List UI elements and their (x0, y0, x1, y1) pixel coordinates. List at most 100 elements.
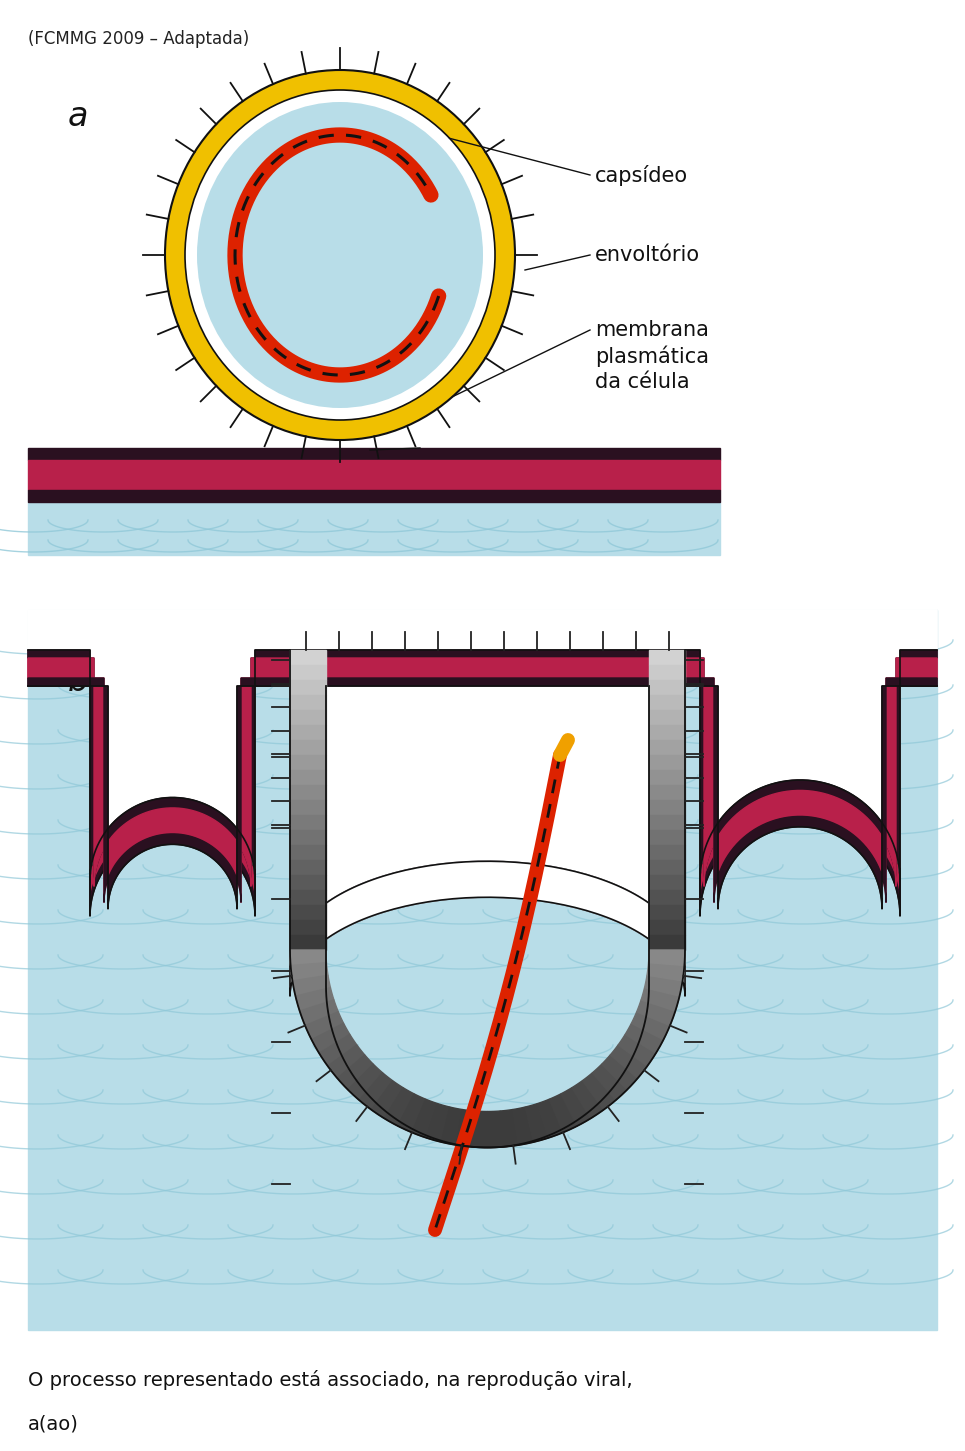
Polygon shape (619, 1035, 656, 1066)
Polygon shape (649, 710, 685, 726)
Text: (FCMMG 2009 – Adaptada): (FCMMG 2009 – Adaptada) (28, 30, 249, 48)
Polygon shape (649, 815, 685, 830)
Polygon shape (28, 657, 937, 988)
Polygon shape (290, 875, 326, 889)
Polygon shape (290, 815, 326, 830)
Polygon shape (583, 1072, 616, 1110)
Ellipse shape (197, 102, 483, 408)
Polygon shape (561, 1088, 591, 1126)
Polygon shape (28, 609, 937, 1331)
Polygon shape (338, 1055, 373, 1090)
Polygon shape (300, 1000, 339, 1026)
Polygon shape (649, 889, 685, 905)
Text: b: b (68, 665, 89, 698)
Polygon shape (649, 785, 685, 800)
Polygon shape (28, 502, 720, 554)
Polygon shape (28, 650, 937, 968)
Polygon shape (290, 905, 326, 920)
Polygon shape (538, 1100, 564, 1138)
Polygon shape (645, 975, 682, 995)
Polygon shape (472, 1111, 487, 1148)
Polygon shape (290, 681, 326, 695)
Polygon shape (290, 650, 685, 995)
Polygon shape (290, 695, 326, 710)
Polygon shape (290, 770, 326, 785)
Polygon shape (328, 1045, 365, 1078)
Polygon shape (290, 726, 326, 740)
Text: a: a (68, 100, 89, 133)
Text: a(ao): a(ao) (28, 1415, 79, 1434)
Polygon shape (649, 875, 685, 889)
Polygon shape (290, 755, 326, 770)
Polygon shape (593, 1064, 627, 1100)
Polygon shape (28, 650, 937, 887)
Polygon shape (572, 1081, 603, 1119)
Polygon shape (649, 830, 685, 844)
Polygon shape (649, 726, 685, 740)
Polygon shape (649, 755, 685, 770)
Polygon shape (641, 988, 679, 1011)
Polygon shape (649, 934, 685, 950)
Polygon shape (290, 934, 326, 950)
Polygon shape (649, 770, 685, 785)
Polygon shape (290, 962, 328, 981)
Polygon shape (319, 1035, 357, 1066)
Polygon shape (290, 830, 326, 844)
Polygon shape (28, 460, 720, 490)
Polygon shape (549, 1094, 577, 1132)
Polygon shape (359, 1072, 393, 1110)
Text: capsídeo: capsídeo (595, 164, 688, 186)
Polygon shape (648, 950, 685, 965)
Polygon shape (649, 844, 685, 860)
Polygon shape (647, 962, 684, 981)
Ellipse shape (185, 90, 495, 419)
Polygon shape (28, 678, 937, 908)
Polygon shape (500, 1110, 518, 1146)
Text: membrana
plasmática
da célula: membrana plasmática da célula (595, 321, 709, 392)
Polygon shape (290, 740, 326, 755)
Polygon shape (290, 844, 326, 860)
Polygon shape (28, 65, 720, 554)
Ellipse shape (165, 70, 515, 440)
Polygon shape (649, 740, 685, 755)
Polygon shape (290, 889, 326, 905)
Polygon shape (28, 448, 720, 460)
Polygon shape (290, 800, 326, 815)
Polygon shape (290, 920, 326, 934)
Polygon shape (649, 681, 685, 695)
Polygon shape (441, 1107, 462, 1145)
Polygon shape (610, 1045, 648, 1078)
Polygon shape (312, 1023, 349, 1053)
Polygon shape (290, 860, 326, 875)
Polygon shape (602, 1055, 638, 1090)
Polygon shape (290, 710, 326, 726)
Polygon shape (290, 950, 326, 965)
Polygon shape (649, 860, 685, 875)
Polygon shape (525, 1104, 548, 1142)
Polygon shape (512, 1107, 534, 1145)
Polygon shape (28, 609, 937, 879)
Polygon shape (290, 665, 326, 681)
Polygon shape (28, 490, 720, 502)
Polygon shape (427, 1104, 450, 1142)
Polygon shape (456, 1110, 475, 1146)
Polygon shape (290, 650, 685, 1148)
Polygon shape (649, 650, 685, 665)
Polygon shape (28, 678, 937, 995)
Polygon shape (649, 665, 685, 681)
Polygon shape (637, 1000, 675, 1026)
Polygon shape (347, 1064, 382, 1100)
Text: envoltório: envoltório (595, 245, 701, 266)
Polygon shape (292, 975, 330, 995)
Polygon shape (487, 1111, 503, 1148)
Polygon shape (631, 1011, 670, 1040)
Polygon shape (28, 657, 937, 903)
Polygon shape (398, 1094, 426, 1132)
Polygon shape (412, 1100, 437, 1138)
Polygon shape (295, 988, 334, 1011)
Polygon shape (649, 905, 685, 920)
Polygon shape (649, 695, 685, 710)
Polygon shape (625, 1023, 664, 1053)
Polygon shape (290, 785, 326, 800)
Polygon shape (290, 650, 326, 665)
